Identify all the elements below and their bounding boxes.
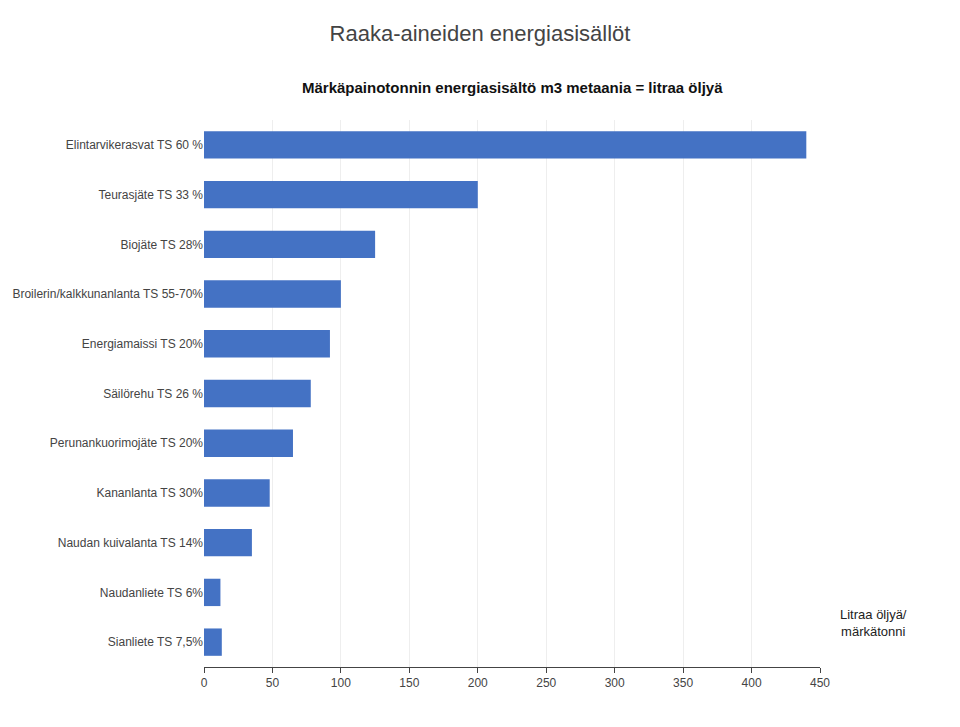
svg-text:300: 300 [605, 676, 625, 690]
svg-text:400: 400 [742, 676, 762, 690]
svg-text:100: 100 [331, 676, 351, 690]
svg-text:Elintarvikerasvat TS 60 %: Elintarvikerasvat TS 60 % [66, 138, 203, 152]
svg-text:Biojäte TS 28%: Biojäte TS 28% [121, 238, 204, 252]
svg-text:Naudan kuivalanta TS 14%: Naudan kuivalanta TS 14% [58, 536, 204, 550]
svg-text:200: 200 [468, 676, 488, 690]
svg-text:450: 450 [810, 676, 830, 690]
svg-text:Raaka-aineiden energiasisällöt: Raaka-aineiden energiasisällöt [330, 21, 631, 46]
svg-text:Naudanliete TS 6%: Naudanliete TS 6% [100, 586, 204, 600]
svg-text:Märkäpainotonnin energiasisält: Märkäpainotonnin energiasisältö m3 metaa… [302, 79, 723, 96]
svg-text:Litraa öljyä/märkätonni: Litraa öljyä/märkätonni [840, 607, 907, 639]
svg-text:350: 350 [673, 676, 693, 690]
svg-text:Teurasjäte TS 33 %: Teurasjäte TS 33 % [98, 188, 203, 202]
svg-text:50: 50 [266, 676, 280, 690]
svg-text:Sianliete TS 7,5%: Sianliete TS 7,5% [108, 635, 203, 649]
svg-text:Energiamaissi TS 20%: Energiamaissi TS 20% [82, 337, 203, 351]
svg-text:0: 0 [201, 676, 208, 690]
svg-text:250: 250 [536, 676, 556, 690]
svg-text:Broilerin/kalkkunanlanta TS 55: Broilerin/kalkkunanlanta TS 55-70% [12, 287, 203, 301]
svg-text:150: 150 [399, 676, 419, 690]
svg-text:Perunankuorimojäte TS 20%: Perunankuorimojäte TS 20% [50, 436, 204, 450]
svg-text:Kananlanta TS 30%: Kananlanta TS 30% [96, 486, 203, 500]
svg-text:Säilörehu TS 26 %: Säilörehu TS 26 % [103, 387, 203, 401]
